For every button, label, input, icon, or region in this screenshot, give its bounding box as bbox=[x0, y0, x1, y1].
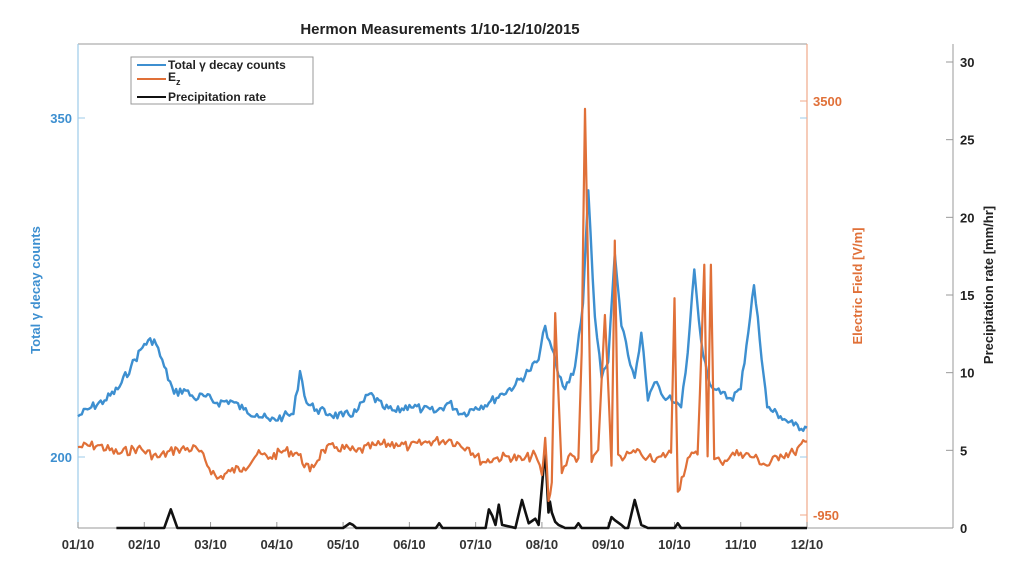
right-outer-axis-ticks: 0 5 10 15 20 25 30 bbox=[946, 55, 974, 536]
precip-tick-label: 15 bbox=[960, 288, 974, 303]
precip-tick-label: 25 bbox=[960, 133, 974, 148]
left-tick-350: 350 bbox=[50, 111, 72, 126]
left-tick-200: 200 bbox=[50, 450, 72, 465]
precip-tick-label: 20 bbox=[960, 210, 974, 225]
x-tick-label: 05/10 bbox=[327, 537, 360, 552]
right-outer-axis-label: Precipitation rate [mm/hr] bbox=[981, 206, 996, 364]
series-layer bbox=[77, 107, 808, 530]
precip-tick-label: 10 bbox=[960, 366, 974, 381]
x-tick-label: 08/10 bbox=[526, 537, 559, 552]
x-tick-label: 11/10 bbox=[725, 537, 757, 552]
legend-label-gamma: Total γ decay counts bbox=[168, 58, 286, 72]
ez-line bbox=[77, 107, 808, 503]
x-axis-ticks: 01/10 02/10 03/10 04/10 05/10 06/10 07/10 08/10… bbox=[62, 522, 824, 552]
x-tick-label: 07/10 bbox=[459, 537, 492, 552]
legend-label-precip: Precipitation rate bbox=[168, 90, 266, 104]
x-tick-label: 06/10 bbox=[393, 537, 426, 552]
precip-tick-label: 5 bbox=[960, 443, 967, 458]
right-inner-axis-label: Electric Field [V/m] bbox=[850, 227, 865, 344]
precipitation-line bbox=[116, 447, 807, 530]
left-axis-ticks: 350 200 bbox=[50, 111, 807, 465]
precip-tick-label: 30 bbox=[960, 55, 974, 70]
orange-tick-neg950: -950 bbox=[813, 508, 839, 523]
right-inner-axis-ticks: 3500 -950 bbox=[800, 94, 842, 523]
precip-tick-label: 0 bbox=[960, 521, 967, 536]
left-axis-label: Total γ decay counts bbox=[28, 226, 43, 354]
x-tick-label: 04/10 bbox=[261, 537, 294, 552]
x-tick-label: 10/10 bbox=[658, 537, 691, 552]
legend: Total γ decay counts Ez Precipitation ra… bbox=[130, 56, 314, 105]
gamma-counts-line bbox=[77, 189, 808, 432]
orange-tick-3500: 3500 bbox=[813, 94, 842, 109]
x-tick-label: 09/10 bbox=[592, 537, 625, 552]
legend-label-ez: Ez bbox=[168, 70, 181, 87]
x-tick-label: 03/10 bbox=[194, 537, 227, 552]
x-tick-label: 01/10 bbox=[62, 537, 95, 552]
x-tick-label: 02/10 bbox=[128, 537, 161, 552]
x-tick-label: 12/10 bbox=[791, 537, 824, 552]
chart-title: Hermon Measurements 1/10-12/10/2015 bbox=[300, 21, 579, 38]
